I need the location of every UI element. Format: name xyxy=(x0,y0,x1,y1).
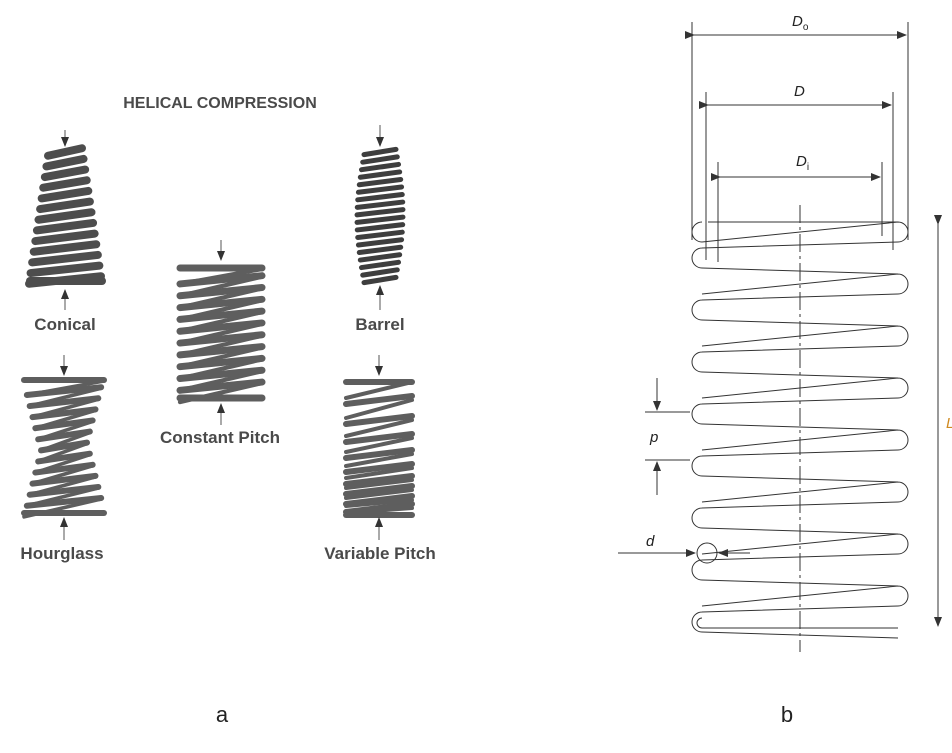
coil xyxy=(176,295,266,312)
coil xyxy=(343,461,415,475)
coil xyxy=(343,413,415,427)
spring-label: Conical xyxy=(34,315,95,334)
coil xyxy=(35,428,93,443)
coil xyxy=(176,366,266,382)
coil xyxy=(176,378,266,394)
coil xyxy=(26,395,102,410)
coil xyxy=(176,272,266,288)
wire-section xyxy=(696,542,718,564)
dimension-label: d xyxy=(646,533,655,550)
title: HELICAL COMPRESSION xyxy=(123,95,317,112)
spring-outline xyxy=(691,221,909,639)
coil xyxy=(176,307,266,323)
coil xyxy=(42,154,88,171)
coil xyxy=(32,417,96,432)
coil xyxy=(36,197,94,214)
coil xyxy=(37,186,93,203)
coil xyxy=(354,199,406,210)
coil xyxy=(355,192,405,203)
coil xyxy=(29,472,99,487)
coil xyxy=(343,447,415,461)
coil xyxy=(344,380,414,400)
coil xyxy=(357,252,403,263)
coil xyxy=(358,259,402,271)
coil xyxy=(344,436,414,454)
spring-label: Variable Pitch xyxy=(324,544,436,563)
coil xyxy=(176,343,266,359)
coil xyxy=(361,274,399,286)
coil xyxy=(355,237,405,248)
coil xyxy=(176,319,266,335)
coil xyxy=(176,284,266,300)
coil xyxy=(28,250,102,267)
coil xyxy=(360,154,400,165)
coil xyxy=(26,483,102,498)
coil xyxy=(344,418,414,438)
coil xyxy=(343,431,415,445)
coil xyxy=(38,439,90,454)
coil xyxy=(343,393,415,407)
coil xyxy=(344,466,414,480)
coil xyxy=(357,169,403,180)
coil xyxy=(23,495,105,509)
coil xyxy=(344,398,414,420)
dimension-label: Di xyxy=(796,153,809,173)
coil xyxy=(354,222,406,233)
spring-end xyxy=(691,221,898,629)
caption: a xyxy=(216,702,229,727)
coil xyxy=(361,146,399,158)
coil xyxy=(29,240,101,256)
coil xyxy=(360,267,400,278)
dimension-label: Do xyxy=(792,13,809,33)
coil xyxy=(354,214,406,225)
coil xyxy=(355,229,405,240)
coil xyxy=(343,483,415,497)
coil xyxy=(343,473,415,487)
spring-label: Hourglass xyxy=(20,544,103,563)
dimension-label: D xyxy=(794,83,805,100)
coil xyxy=(39,176,91,192)
coil xyxy=(35,450,93,465)
dimension-label: p xyxy=(649,429,658,446)
coil xyxy=(23,384,105,398)
panel-a: HELICAL COMPRESSION Conical Barrel Const… xyxy=(20,95,435,727)
coil xyxy=(26,261,104,278)
coil xyxy=(32,461,96,476)
caption: b xyxy=(781,702,793,727)
coil xyxy=(354,207,406,218)
coil xyxy=(176,331,266,347)
coil xyxy=(40,165,90,182)
dimension-label: L xyxy=(946,415,952,432)
coil xyxy=(32,218,98,235)
coil xyxy=(34,208,96,224)
coil xyxy=(344,488,414,500)
coil xyxy=(356,244,404,256)
coil xyxy=(358,161,402,173)
coil xyxy=(44,144,86,160)
spring-label: Barrel xyxy=(355,315,404,334)
spring-label: Constant Pitch xyxy=(160,428,280,447)
coil xyxy=(31,229,99,246)
panel-b: Do D Di p d L b xyxy=(618,13,952,727)
coil xyxy=(344,478,414,490)
coil xyxy=(356,176,404,188)
coil xyxy=(344,498,414,508)
coil xyxy=(343,493,415,507)
coil xyxy=(355,184,405,195)
coil xyxy=(29,406,99,421)
coil xyxy=(176,354,266,371)
coil xyxy=(344,452,414,468)
